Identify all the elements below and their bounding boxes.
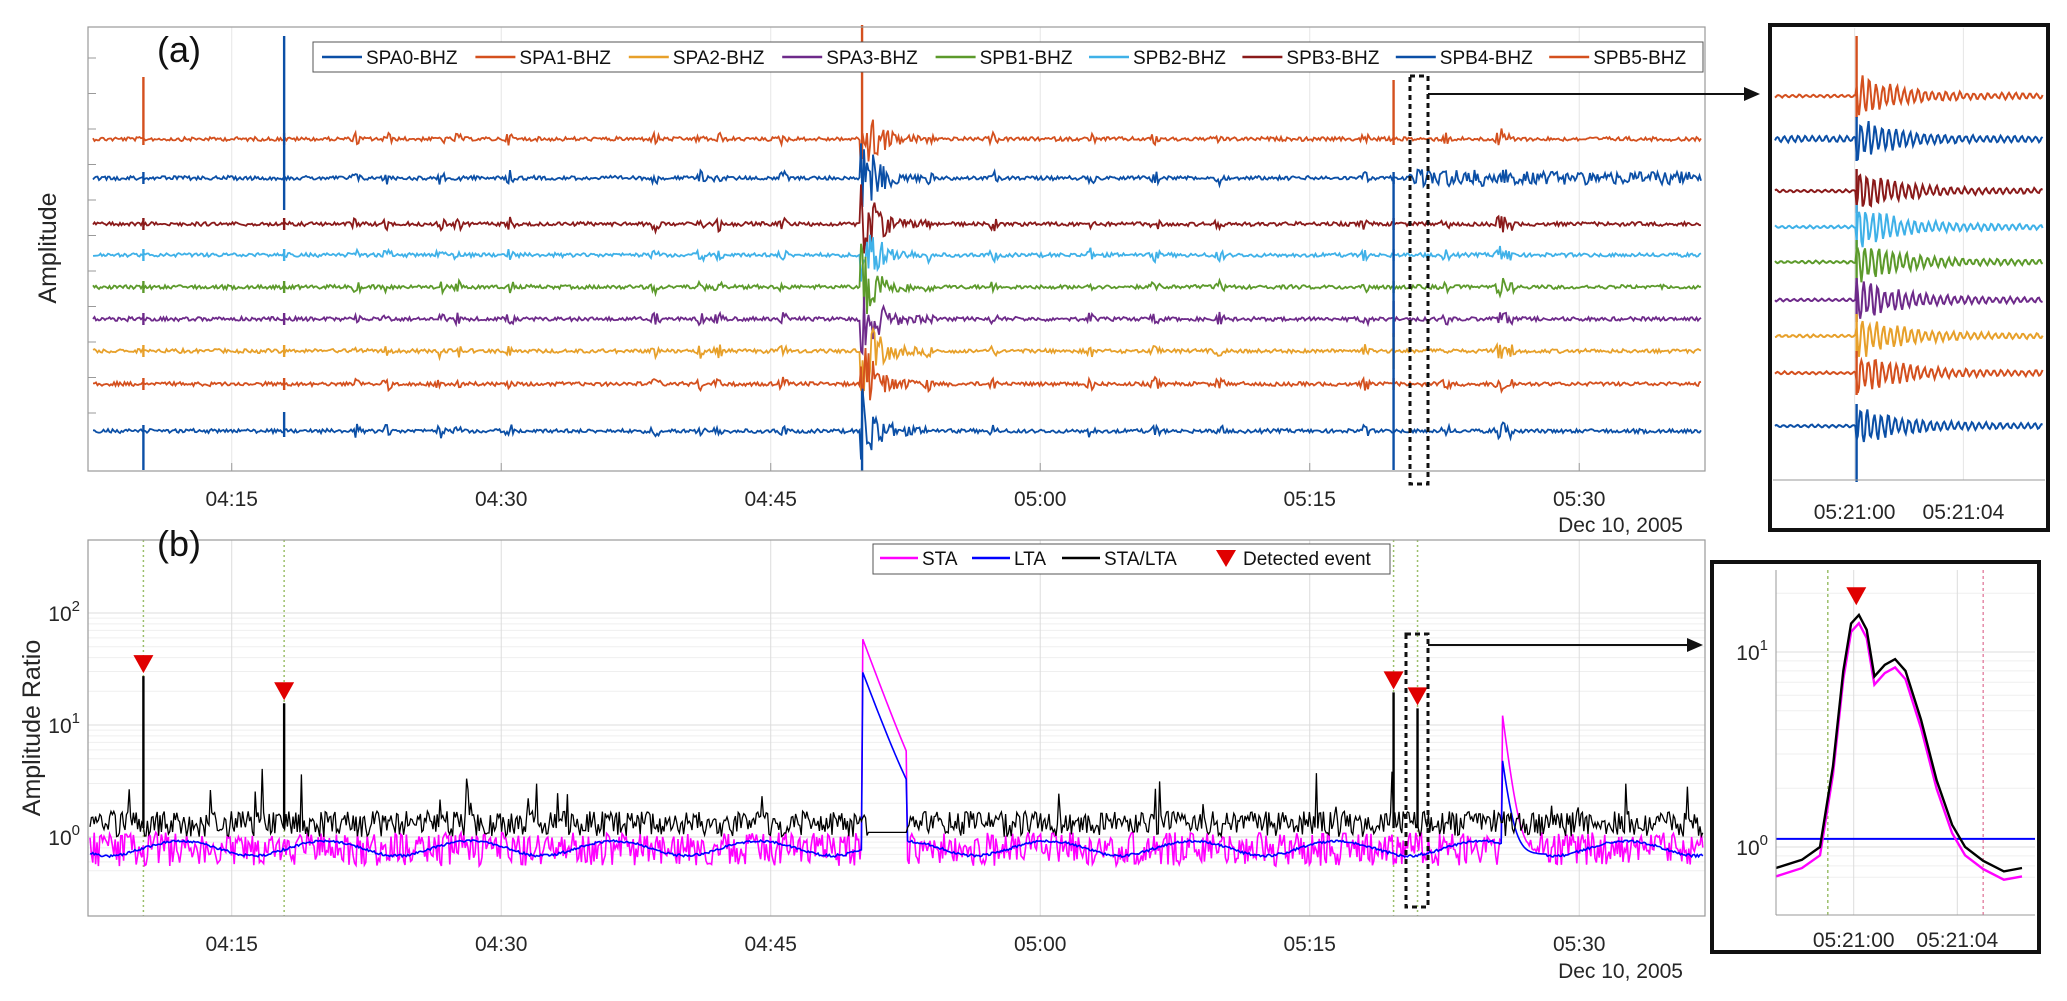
trace-spb1-bhz — [92, 243, 1702, 315]
inset-trace-spa2-bhz — [1774, 320, 2044, 357]
y-axis-label-b: Amplitude Ratio — [18, 640, 46, 816]
legend-entry: STA/LTA — [1104, 549, 1177, 570]
detected-event-marker — [1407, 687, 1428, 706]
panel-b: 100 101 102 04:15 04:30 04:45 05:00 05:15 05:30… — [18, 523, 1706, 983]
inset-sta-lta-lines — [1775, 587, 2035, 881]
inset-sta-lta-line — [1775, 612, 2023, 873]
panel-a: 04:15 04:30 04:45 05:00 05:15 05:30 (a) Ampli… — [34, 25, 1760, 537]
x-tick-label: 04:15 — [205, 933, 258, 956]
x-tick-label: 05:00 — [1014, 488, 1067, 511]
inset-trace-spa3-bhz — [1774, 278, 2043, 319]
trace-spb4-bhz — [92, 143, 1702, 208]
panel-label-b: (b) — [157, 523, 201, 564]
trace-spb2-bhz — [92, 234, 1702, 282]
x-tick-label: 05:15 — [1283, 933, 1336, 956]
sta-lta-line — [89, 768, 1704, 839]
inset-trace-spb3-bhz — [1774, 173, 2043, 208]
legend-entry: SPA2-BHZ — [673, 48, 765, 69]
legend-entry: LTA — [1014, 549, 1046, 570]
x-tick-label: 05:30 — [1553, 488, 1606, 511]
zoom-box-b — [1404, 632, 1430, 909]
x-tick-label: 05:15 — [1283, 488, 1336, 511]
detected-event-markers — [133, 655, 1428, 706]
inset-a-frame — [1768, 23, 2050, 532]
legend-entry: SPA0-BHZ — [366, 48, 458, 69]
x-tick-label: 04:45 — [744, 488, 797, 511]
inset-trace-spa1-bhz — [1774, 356, 2044, 394]
x-tick-label: 05:21:00 — [1814, 501, 1896, 524]
trace-spa0-bhz — [92, 388, 1702, 460]
y-axis-label-a: Amplitude — [34, 192, 62, 303]
trace-spb3-bhz — [92, 184, 1702, 254]
x-tick-label: 05:00 — [1014, 933, 1067, 956]
x-tick-label: 05:30 — [1553, 933, 1606, 956]
inset-trace-spa0-bhz — [1774, 409, 2043, 443]
panel-label-a: (a) — [157, 29, 201, 70]
trace-spa3-bhz — [92, 296, 1702, 356]
detected-event-marker — [1383, 671, 1404, 690]
legend-entry: SPA1-BHZ — [519, 48, 611, 69]
trace-spb5-bhz — [92, 119, 1702, 173]
trace-spa1-bhz — [93, 348, 1702, 407]
legend-entry: SPB4-BHZ — [1440, 48, 1533, 69]
inset-trace-spb5-bhz — [1774, 75, 2044, 116]
date-label-b: Dec 10, 2005 — [1558, 960, 1683, 983]
x-tick-label: 05:21:04 — [1916, 929, 1998, 952]
zoom-arrowhead-a — [1744, 87, 1760, 101]
axes-b-frame — [87, 539, 1706, 917]
detected-event-marker — [133, 655, 154, 674]
legend-entry: SPB3-BHZ — [1286, 48, 1379, 69]
detected-event-marker — [274, 682, 295, 701]
inset-b: 100 101 05:21:00 05:21:04 — [1710, 560, 2041, 954]
legend-b: STA LTA STA/LTA Detected event — [872, 543, 1391, 575]
legend-a: SPA0-BHZ SPA1-BHZ SPA2-BHZ SPA3-BHZ SPB1-BHZ… — [312, 41, 1704, 73]
y-tick-label: 101 — [48, 710, 80, 738]
waveform-traces — [92, 25, 1702, 471]
inset-trace-spb4-bhz — [1774, 120, 2044, 161]
inset-sta-line — [1775, 621, 2023, 881]
legend-swatch — [1216, 550, 1236, 567]
x-tick-label: 05:21:04 — [1923, 501, 2005, 524]
legend-entry: Detected event — [1243, 549, 1372, 570]
sta-lta-lines — [89, 638, 1704, 869]
legend-box — [312, 41, 1704, 73]
date-label-a: Dec 10, 2005 — [1558, 514, 1683, 537]
legend-entry: SPA3-BHZ — [826, 48, 918, 69]
y-tick-label: 100 — [48, 822, 80, 850]
zoom-box-a — [1408, 74, 1430, 486]
zoom-arrowhead-b — [1687, 638, 1703, 652]
x-tick-label: 04:30 — [475, 488, 528, 511]
lta-line — [89, 672, 1704, 859]
inset-waveform-traces — [1774, 36, 2044, 482]
legend-entry: SPB2-BHZ — [1133, 48, 1226, 69]
legend-entry: SPB1-BHZ — [980, 48, 1073, 69]
axes-a-frame — [87, 26, 1706, 472]
x-tick-label: 05:21:00 — [1813, 929, 1895, 952]
y-tick-label: 100 — [1736, 832, 1768, 860]
x-tick-label: 04:30 — [475, 933, 528, 956]
legend-entry: STA — [922, 549, 958, 570]
x-tick-label: 04:15 — [205, 488, 258, 511]
inset-trace-spb1-bhz — [1774, 247, 2044, 283]
legend-box — [872, 543, 1391, 575]
inset-b-frame — [1710, 560, 2041, 954]
inset-a: 05:21:00 05:21:04 — [1768, 23, 2050, 532]
y-tick-label: 101 — [1736, 637, 1768, 665]
inset-trace-spb2-bhz — [1774, 211, 2044, 248]
trace-spa2-bhz — [92, 326, 1702, 392]
legend-entry: SPB5-BHZ — [1593, 48, 1686, 69]
y-tick-label: 102 — [48, 598, 80, 626]
detected-event-marker — [1846, 587, 1867, 606]
x-tick-label: 04:45 — [744, 933, 797, 956]
